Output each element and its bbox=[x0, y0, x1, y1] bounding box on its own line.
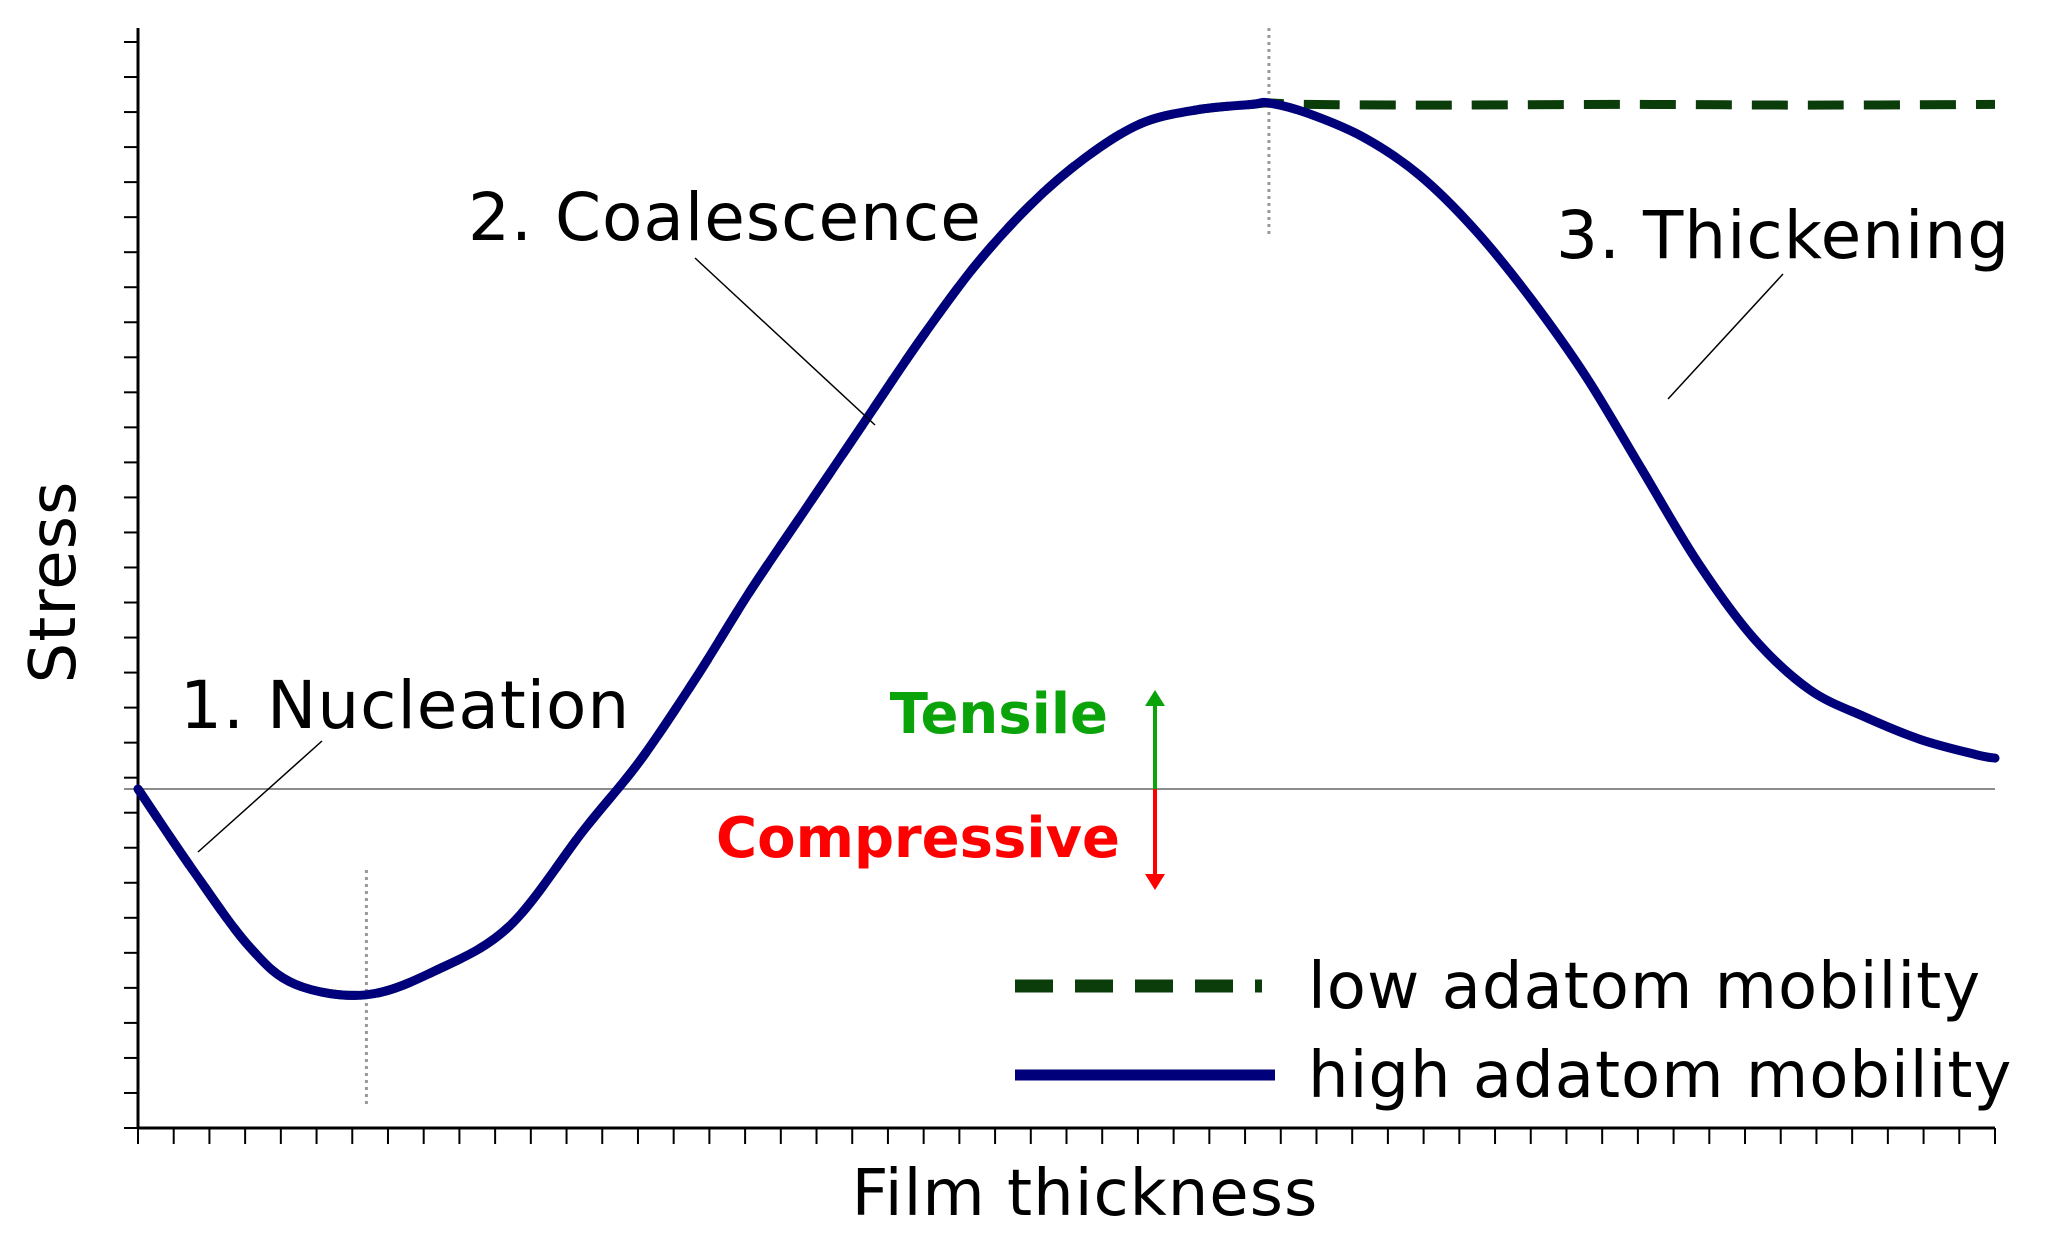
y-axis-title: Stress bbox=[17, 481, 91, 684]
annotation-nucleation: 1. Nucleation bbox=[180, 667, 630, 744]
axes bbox=[124, 28, 1996, 1144]
annotation-thickening: 3. Thickening bbox=[1556, 197, 2010, 274]
annotation-leader-line bbox=[694, 257, 876, 426]
x-axis-ticks bbox=[137, 1128, 1996, 1144]
compressive-label: Compressive bbox=[716, 806, 1120, 871]
x-axis-title: Film thickness bbox=[852, 1157, 1319, 1231]
annotation-coalescence: 2. Coalescence bbox=[468, 179, 982, 256]
phase-boundary-markers bbox=[364, 28, 1271, 1108]
series-layer bbox=[133, 97, 2000, 1000]
series-line-high-mobility bbox=[133, 97, 2000, 1000]
tensile-label: Tensile bbox=[890, 682, 1108, 747]
legend-label-high-mobility: high adatom mobility bbox=[1308, 1039, 2012, 1113]
legend: low adatom mobility high adatom mobility bbox=[1015, 950, 2012, 1113]
compressive-arrow-head bbox=[1145, 874, 1165, 890]
annotation-leader-line bbox=[1667, 273, 1784, 400]
legend-label-low-mobility: low adatom mobility bbox=[1308, 950, 1981, 1024]
stress-direction-arrows bbox=[1145, 690, 1165, 890]
tensile-arrow-head bbox=[1145, 690, 1165, 706]
annotation-leaders bbox=[197, 257, 1784, 853]
y-axis-ticks bbox=[124, 41, 138, 1129]
annotation-leader-line bbox=[197, 740, 323, 853]
